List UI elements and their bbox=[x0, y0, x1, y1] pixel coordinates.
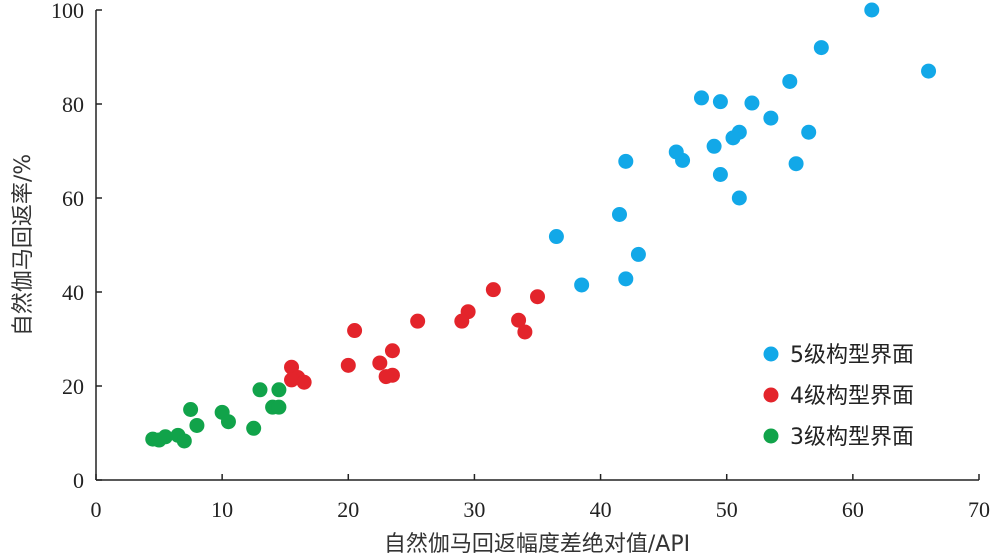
data-point-series-1 bbox=[693, 90, 709, 106]
legend: 5级构型界面 4级构型界面 3级构型界面 bbox=[763, 343, 914, 450]
data-point-series-1 bbox=[921, 63, 937, 79]
data-point-series-2 bbox=[340, 357, 356, 373]
data-point-series-2 bbox=[284, 372, 300, 388]
data-point-series-1 bbox=[712, 94, 728, 110]
y-axis-title: 自然伽马回返率/% bbox=[11, 154, 36, 336]
y-tick-label: 80 bbox=[62, 92, 84, 117]
data-point-series-2 bbox=[378, 369, 394, 385]
data-point-series-1 bbox=[788, 156, 804, 172]
data-point-series-1 bbox=[574, 277, 590, 293]
data-point-series-1 bbox=[548, 229, 564, 245]
data-point-series-1 bbox=[763, 110, 779, 126]
data-point-series-1 bbox=[618, 153, 634, 169]
data-point-series-2 bbox=[296, 374, 312, 390]
data-point-series-3 bbox=[189, 417, 205, 433]
data-point-series-1 bbox=[813, 40, 829, 56]
data-point-series-1 bbox=[744, 95, 760, 111]
data-point-series-2 bbox=[517, 324, 533, 340]
data-point-series-2 bbox=[347, 323, 363, 339]
legend-marker bbox=[763, 346, 779, 362]
data-point-series-3 bbox=[252, 382, 268, 398]
legend-marker bbox=[763, 387, 779, 403]
data-point-series-1 bbox=[675, 152, 691, 168]
data-point-series-1 bbox=[706, 138, 722, 154]
y-tick-label: 0 bbox=[73, 468, 84, 493]
data-point-series-2 bbox=[485, 282, 501, 298]
x-tick-label: 40 bbox=[590, 497, 612, 522]
data-point-series-1 bbox=[782, 73, 798, 89]
y-tick-label: 100 bbox=[51, 0, 84, 23]
x-tick-label: 10 bbox=[211, 497, 233, 522]
axes bbox=[95, 10, 979, 481]
y-tick-label: 20 bbox=[62, 374, 84, 399]
y-axis-ticks: 0 20 40 60 80 100 bbox=[51, 0, 102, 493]
x-axis-title: 自然伽马回返幅度差绝对值/API bbox=[384, 532, 690, 557]
data-point-series-2 bbox=[454, 313, 470, 329]
data-point-series-2 bbox=[410, 313, 426, 329]
x-axis-ticks: 0 10 20 30 40 50 60 70 bbox=[91, 474, 990, 522]
data-point-series-1 bbox=[618, 271, 634, 287]
x-tick-label: 60 bbox=[842, 497, 864, 522]
data-points bbox=[145, 2, 937, 449]
x-tick-label: 0 bbox=[91, 497, 102, 522]
data-point-series-1 bbox=[725, 130, 741, 146]
y-tick-label: 60 bbox=[62, 186, 84, 211]
data-point-series-1 bbox=[731, 190, 747, 206]
data-point-series-2 bbox=[511, 312, 527, 328]
data-point-series-2 bbox=[530, 289, 545, 305]
data-point-series-2 bbox=[384, 343, 400, 359]
x-tick-label: 30 bbox=[463, 497, 485, 522]
data-point-series-3 bbox=[183, 402, 199, 417]
x-tick-label: 70 bbox=[968, 497, 990, 522]
legend-label: 4级构型界面 bbox=[790, 384, 914, 409]
x-tick-label: 20 bbox=[337, 497, 359, 522]
data-point-series-3 bbox=[271, 382, 287, 398]
data-point-series-1 bbox=[630, 246, 646, 262]
data-point-series-1 bbox=[611, 206, 627, 222]
data-point-series-1 bbox=[864, 2, 880, 18]
legend-label: 5级构型界面 bbox=[790, 343, 914, 368]
data-point-series-3 bbox=[151, 432, 167, 448]
y-tick-label: 40 bbox=[62, 280, 84, 305]
data-point-series-2 bbox=[372, 355, 388, 371]
data-point-series-3 bbox=[271, 399, 287, 415]
data-point-series-1 bbox=[712, 167, 728, 182]
x-tick-label: 50 bbox=[716, 497, 738, 522]
data-point-series-3 bbox=[246, 420, 262, 436]
legend-marker bbox=[763, 428, 779, 444]
data-point-series-1 bbox=[801, 124, 817, 140]
data-point-series-3 bbox=[220, 414, 236, 430]
data-point-series-3 bbox=[176, 433, 192, 449]
legend-label: 3级构型界面 bbox=[790, 425, 914, 450]
